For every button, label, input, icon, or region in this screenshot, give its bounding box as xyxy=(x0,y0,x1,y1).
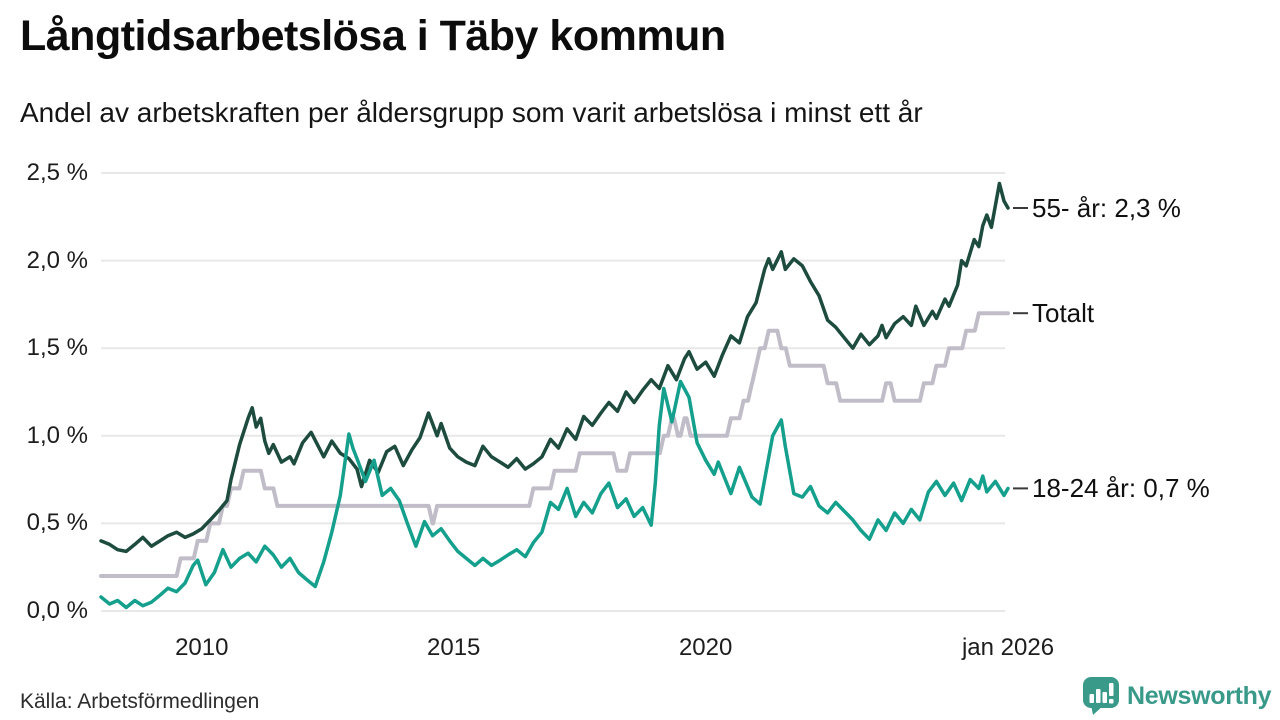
y-tick-label: 0,5 % xyxy=(26,509,88,537)
x-tick-label: 2015 xyxy=(427,634,481,661)
x-tick-label: 2010 xyxy=(175,634,229,661)
y-tick-label: 1,5 % xyxy=(26,334,88,362)
series-line-55--r xyxy=(99,181,1010,554)
y-tick-label: 2,5 % xyxy=(26,159,88,186)
series-end-label-totalt: Totalt xyxy=(1032,298,1095,329)
x-tick-label: jan 2026 xyxy=(961,634,1055,661)
newsworthy-wordmark: Newsworthy xyxy=(1127,682,1272,710)
y-tick-label: 1,0 % xyxy=(26,421,88,449)
y-tick-label: 2,0 % xyxy=(26,246,88,274)
newsworthy-logo: Newsworthy xyxy=(1082,676,1272,716)
series-end-label-18-24-ar: 18-24 år: 0,7 % xyxy=(1032,473,1210,504)
y-tick-label: 0,0 % xyxy=(26,597,88,624)
series-line-Totalt xyxy=(99,311,1010,578)
series-line-18-24-r xyxy=(99,379,1010,610)
source-note: Källa: Arbetsförmedlingen xyxy=(20,690,260,713)
x-tick-label: 2020 xyxy=(678,634,733,661)
series-end-label-55-ar: 55- år: 2,3 % xyxy=(1032,193,1181,224)
chart-subtitle: Andel av arbetskraften per åldersgrupp s… xyxy=(20,97,923,128)
newsworthy-icon xyxy=(1082,676,1120,716)
chart-title: Långtidsarbetslösa i Täby kommun xyxy=(20,12,726,60)
